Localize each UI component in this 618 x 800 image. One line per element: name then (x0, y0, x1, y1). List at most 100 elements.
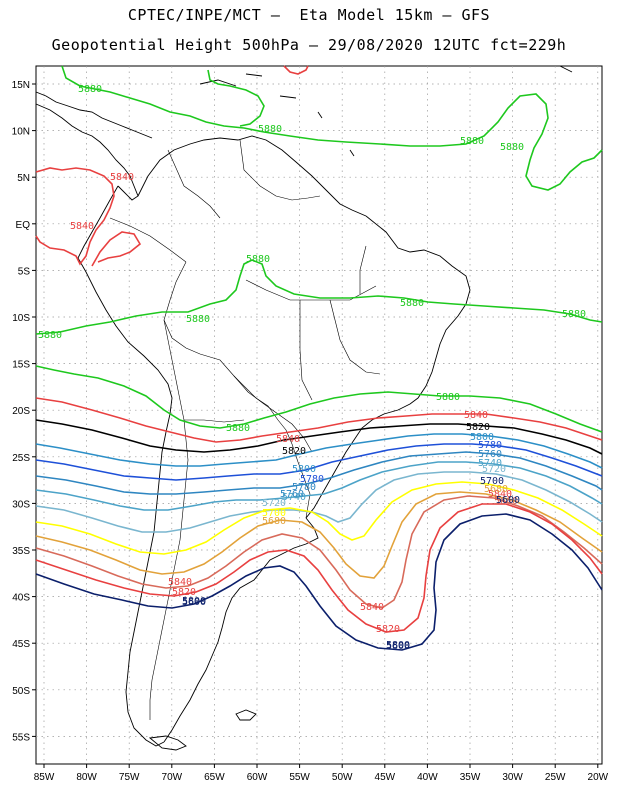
border-guianas (239, 139, 321, 201)
lon-label: 85W (34, 772, 55, 783)
contour-5840-south (35, 503, 603, 633)
lat-label: 15N (12, 80, 30, 91)
border-layer (109, 139, 381, 720)
contour-5820 (35, 419, 603, 455)
contour-5600 (35, 513, 603, 651)
contour-label-5800: 5800 (292, 464, 316, 475)
contour-label-5880: 5880 (562, 309, 586, 320)
contour-5880-mid (35, 259, 603, 335)
lon-label: 55W (289, 772, 310, 783)
border-paraguay (233, 375, 293, 445)
contour-label-layer: 5880 5880 5880 5880 5880 5880 5880 5880 … (38, 84, 586, 652)
lon-label: 50W (332, 772, 353, 783)
contour-label-5880: 5880 (226, 423, 250, 434)
contour-5680 (35, 491, 603, 579)
lat-label: 45S (12, 639, 30, 650)
lat-label: 35S (12, 546, 30, 557)
contour-5660 (35, 495, 603, 609)
contour-label-5720: 5720 (262, 498, 286, 509)
contour-5780 (35, 443, 603, 481)
pacific-coast (77, 185, 173, 747)
lon-label: 25W (545, 772, 566, 783)
lon-label: 65W (204, 772, 225, 783)
brazil-atlantic-coast (305, 215, 471, 519)
lon-label: 40W (417, 772, 438, 783)
lat-label: 10N (12, 127, 30, 138)
contour-layer (35, 65, 603, 651)
lat-label: 50S (12, 686, 30, 697)
central-america-north-coast (35, 91, 153, 139)
contour-label-5600: 5600 (182, 597, 206, 608)
lon-label: 75W (119, 772, 140, 783)
contour-label-5820: 5820 (172, 587, 196, 598)
contour-label-5820: 5820 (376, 624, 400, 635)
border-bolivia-argentina (184, 419, 245, 423)
contour-label-5720: 5720 (482, 464, 506, 475)
contour-5880-north (61, 65, 603, 191)
contour-label-5880: 5880 (38, 330, 62, 341)
border-colombia-venezuela (167, 149, 221, 219)
contour-label-5600: 5600 (496, 495, 520, 506)
caribbean-islands (199, 65, 573, 157)
lon-label: 70W (162, 772, 183, 783)
lon-label: 35W (460, 772, 481, 783)
contour-label-5840: 5840 (276, 434, 300, 445)
contour-5760 (35, 451, 603, 495)
contour-label-5880: 5880 (500, 142, 524, 153)
contour-label-5880: 5880 (460, 136, 484, 147)
contour-label-5800: 5800 (386, 640, 410, 651)
lon-label: 60W (247, 772, 268, 783)
contour-5880-nw-blob (207, 69, 265, 127)
contour-label-5700: 5700 (262, 508, 286, 519)
brazil-states (245, 245, 381, 401)
contour-label-5820: 5820 (466, 422, 490, 433)
border-bolivia-peru (163, 319, 185, 421)
contour-5800 (35, 433, 603, 469)
contour-5840-top (283, 65, 309, 75)
contour-label-5680: 5680 (262, 516, 286, 527)
contour-5840-inner (91, 231, 142, 267)
contour-label-5800: 5800 (182, 596, 206, 607)
contour-5700 (35, 481, 603, 555)
contour-label-5880: 5880 (400, 298, 424, 309)
title-line-2: Geopotential Height 500hPa – 29/08/2020 … (51, 36, 567, 54)
contour-label-5880: 5880 (186, 314, 210, 325)
latitude-axis: 15N 10N 5N EQ 5S 10S 15S 20S 25S 30S 35S 40S 45S 50S 5… (12, 80, 36, 743)
lat-label: 5S (18, 266, 31, 277)
contour-label-5880: 5880 (258, 124, 282, 135)
contour-label-5660: 5660 (494, 496, 518, 507)
map-frame (35, 65, 603, 765)
falkland-islands (235, 709, 257, 721)
contour-label-5760: 5760 (478, 449, 502, 460)
contour-label-5880: 5880 (246, 254, 270, 265)
border-argentina-uruguay (291, 443, 311, 519)
lat-label: 20S (12, 406, 30, 417)
contour-label-5740: 5740 (282, 492, 306, 503)
border-brazil-west (163, 261, 313, 453)
lat-label: 25S (12, 453, 30, 464)
contour-label-5760: 5760 (280, 489, 304, 500)
contour-label-5600: 5600 (386, 641, 410, 652)
contour-label-5840: 5840 (70, 221, 94, 232)
contour-5840-main (35, 397, 603, 443)
lat-label: 55S (12, 732, 30, 743)
longitude-axis: 85W 80W 75W 70W 65W 60W 55W 50W 45W 40W 35W 30W 25W 2… (34, 764, 609, 783)
lat-label: 5N (17, 173, 30, 184)
tierra-del-fuego (148, 735, 187, 751)
lon-label: 80W (76, 772, 97, 783)
contour-label-5880: 5880 (78, 84, 102, 95)
border-chile-argentina (149, 419, 189, 720)
contour-5880-south (35, 365, 603, 433)
lat-label: 30S (12, 499, 30, 510)
border-colombia-peru (109, 217, 187, 263)
contour-label-5780: 5780 (292, 482, 316, 493)
contour-label-5740: 5740 (478, 458, 502, 469)
contour-5720 (35, 471, 603, 533)
contour-label-5840: 5840 (168, 577, 192, 588)
contour-label-5680: 5680 (484, 484, 508, 495)
contour-label-5780: 5780 (300, 474, 324, 485)
argentina-atlantic-coast (163, 517, 319, 743)
contour-5740 (35, 461, 603, 511)
lat-label: EQ (16, 220, 31, 231)
